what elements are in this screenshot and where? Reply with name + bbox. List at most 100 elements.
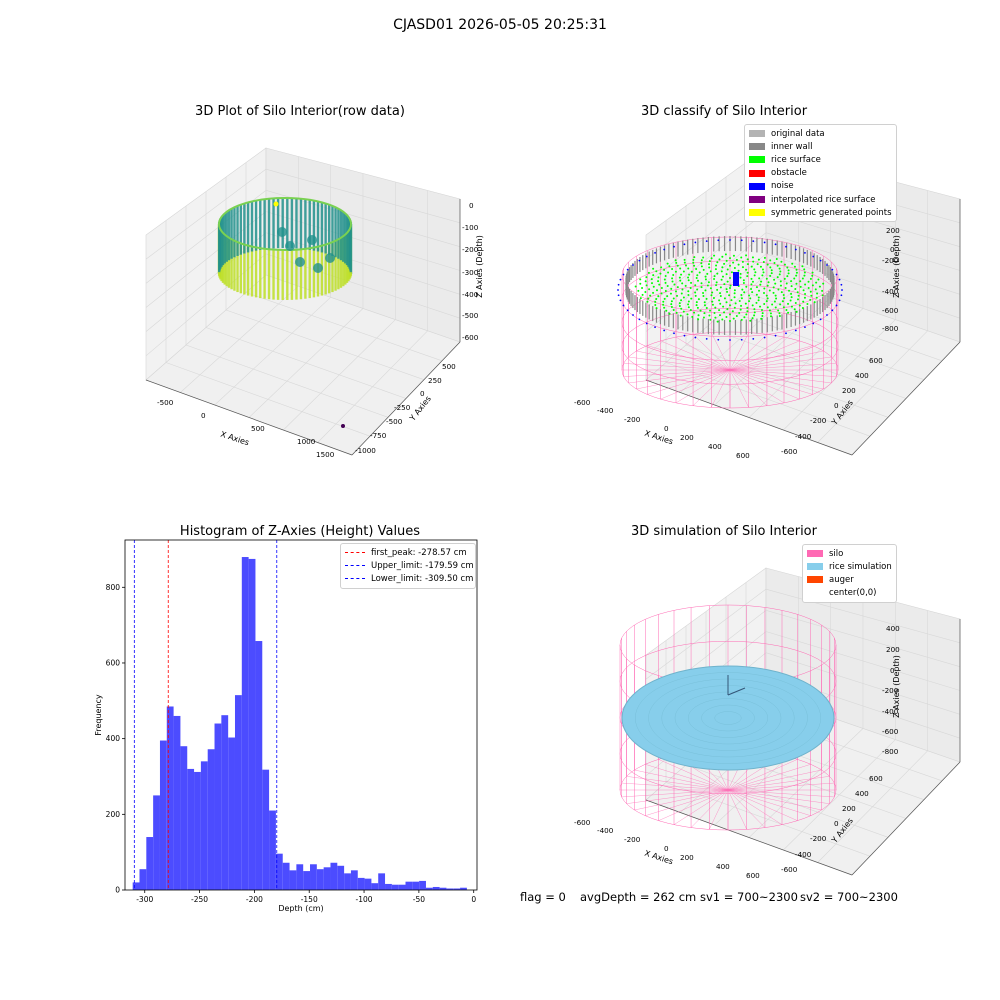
rice-surface-point	[773, 262, 776, 265]
rice-surface-point	[814, 288, 817, 291]
rice-surface-point	[641, 287, 644, 289]
panel1-ztick: -500	[462, 311, 479, 320]
silo-spoke	[711, 369, 731, 408]
noise-point	[694, 241, 697, 244]
rice-surface-point	[740, 294, 743, 297]
rice-surface-point	[715, 281, 718, 284]
rice-surface-point	[695, 304, 698, 307]
rice-surface-point	[761, 274, 764, 277]
rice-surface-point	[803, 271, 806, 274]
legend-item: inner wall	[749, 140, 892, 153]
rice-surface-point	[817, 278, 820, 281]
rice-surface-point	[725, 316, 728, 319]
legend-line	[345, 565, 365, 567]
noise-point	[774, 334, 777, 337]
histogram-bar	[221, 715, 229, 890]
legend-label: obstacle	[771, 168, 807, 179]
rice-surface-point	[639, 282, 642, 285]
rice-surface-point	[803, 274, 806, 277]
rice-surface-point	[710, 294, 713, 297]
rice-surface-point	[694, 284, 697, 287]
silo-spoke	[675, 369, 731, 404]
rice-surface-point	[740, 256, 743, 259]
rice-surface-point	[700, 262, 703, 265]
y-tick-label: 400	[106, 734, 121, 743]
rice-surface-point	[811, 274, 814, 277]
rice-surface-point	[687, 293, 690, 296]
rice-surface-point	[795, 282, 798, 285]
rice-surface-point	[804, 292, 807, 295]
histogram-bar	[139, 869, 147, 890]
x-tick-label: -300	[136, 895, 153, 904]
rice-surface-point	[696, 306, 699, 309]
rice-surface-point	[671, 268, 674, 271]
rice-surface-point	[751, 304, 754, 307]
rice-surface-point	[652, 274, 655, 277]
rice-surface-point	[766, 306, 769, 309]
silo-spoke	[729, 363, 837, 371]
rice-surface-point	[773, 300, 776, 303]
rice-surface-point	[729, 257, 731, 260]
rice-surface-point	[741, 260, 744, 263]
noise-point	[626, 268, 629, 271]
noise-point	[740, 239, 743, 242]
histogram-bar	[364, 878, 372, 890]
y-tick-label: 600	[106, 658, 121, 667]
rice-surface-point	[766, 297, 769, 300]
rice-surface-point	[777, 309, 780, 312]
rice-surface-point	[719, 286, 722, 289]
silo-spoke	[626, 776, 729, 791]
rice-surface-point	[647, 271, 650, 274]
panel1-xtick: 1000	[297, 437, 316, 446]
rice-surface-point	[743, 316, 746, 319]
panel4-title: 3D simulation of Silo Interior	[631, 524, 817, 539]
rice-surface-point	[696, 274, 699, 277]
rice-surface-point	[761, 312, 764, 315]
noise-point	[617, 294, 620, 297]
footer-sv2: sv2 = 700~2300	[800, 890, 898, 904]
noise-point	[763, 241, 766, 244]
rice-surface-point	[753, 268, 756, 271]
rice-surface-point	[666, 295, 669, 298]
rice-surface-point	[732, 254, 735, 257]
histogram-bar	[310, 864, 317, 890]
histogram-bar	[398, 884, 406, 890]
silo-spoke	[636, 350, 731, 371]
rice-surface-point	[779, 284, 782, 287]
rice-surface-point	[729, 264, 731, 267]
legend-label: Upper_limit: -179.59 cm	[371, 560, 474, 571]
panel2-ytick: 600	[869, 356, 883, 365]
rice-surface-point	[684, 284, 687, 287]
silo-spoke	[647, 369, 731, 395]
silo-spoke	[645, 789, 729, 816]
rice-surface-point	[657, 280, 660, 283]
rice-surface-point	[769, 312, 772, 315]
rice-surface-point	[715, 264, 718, 267]
rice-surface-point	[720, 270, 723, 273]
rice-surface-point	[660, 292, 663, 295]
histogram-bar	[187, 768, 195, 890]
rice-mesh-ring	[635, 672, 821, 764]
rice-surface-point	[687, 300, 690, 303]
rice-surface-point	[711, 291, 714, 294]
rice-surface-point	[687, 303, 690, 306]
panel4-rice-surface	[621, 665, 835, 771]
rice-surface-point	[783, 277, 786, 280]
rice-surface-point	[732, 317, 735, 320]
silo-spoke	[727, 776, 830, 791]
panel2-legend: original data inner wall rice surface ob…	[744, 124, 897, 223]
panel2-ytick: -200	[810, 416, 827, 425]
rice-surface-point	[680, 307, 683, 310]
rice-surface-point	[776, 276, 779, 279]
figure-title: CJASD01 2026-05-05 20:25:31	[393, 17, 607, 33]
rice-surface-point	[752, 260, 755, 263]
rice-surface-point	[708, 260, 711, 263]
silo-spoke	[727, 789, 766, 828]
rice-surface-point	[778, 273, 781, 276]
rice-surface-point	[674, 290, 677, 293]
legend-item: Lower_limit: -309.50 cm	[345, 572, 473, 585]
histogram-bar	[337, 865, 345, 890]
panel2-ytick: -600	[781, 447, 798, 456]
silo-spoke	[727, 764, 811, 791]
panel1-zlabel: Z Axies (Depth)	[474, 235, 484, 298]
